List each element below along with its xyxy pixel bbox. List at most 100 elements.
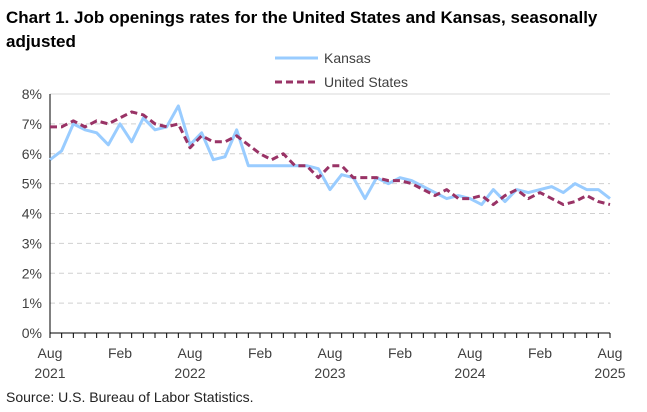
data-point xyxy=(609,203,612,206)
x-tick-label-month: Aug xyxy=(178,345,203,361)
x-tick-label-month: Feb xyxy=(108,345,132,361)
data-point xyxy=(247,143,250,146)
data-point xyxy=(305,164,308,167)
data-point xyxy=(200,134,203,137)
data-point xyxy=(235,128,238,131)
data-point xyxy=(399,179,402,182)
data-point xyxy=(492,203,495,206)
y-tick-label: 1% xyxy=(22,295,42,311)
data-point xyxy=(492,188,495,191)
data-point xyxy=(130,140,133,143)
x-tick-label-month: Feb xyxy=(528,345,552,361)
data-point xyxy=(329,164,332,167)
data-point xyxy=(119,122,122,125)
data-point xyxy=(317,176,320,179)
data-point xyxy=(597,200,600,203)
data-point xyxy=(527,197,530,200)
data-point xyxy=(282,164,285,167)
data-point xyxy=(527,191,530,194)
data-point xyxy=(142,113,145,116)
x-tick-label-year: 2024 xyxy=(454,365,485,381)
y-tick-label: 0% xyxy=(22,325,42,341)
data-point xyxy=(550,185,553,188)
chart-title: Chart 1. Job openings rates for the Unit… xyxy=(6,8,598,51)
data-point xyxy=(119,116,122,119)
x-tick-label-month: Feb xyxy=(388,345,412,361)
data-point xyxy=(95,131,98,134)
data-point xyxy=(259,164,262,167)
y-tick-label: 8% xyxy=(22,86,42,102)
data-point xyxy=(515,188,518,191)
data-point xyxy=(189,146,192,149)
data-point xyxy=(154,122,157,125)
data-point xyxy=(422,188,425,191)
legend-label: Kansas xyxy=(324,50,371,66)
data-point xyxy=(410,179,413,182)
data-point xyxy=(585,194,588,197)
data-point xyxy=(574,182,577,185)
legend-label: United States xyxy=(324,74,408,90)
data-point xyxy=(562,191,565,194)
data-point xyxy=(574,200,577,203)
data-point xyxy=(480,194,483,197)
data-point xyxy=(329,188,332,191)
data-point xyxy=(317,167,320,170)
x-tick-label-month: Aug xyxy=(318,345,343,361)
data-point xyxy=(387,179,390,182)
y-tick-label: 2% xyxy=(22,265,42,281)
data-point xyxy=(270,164,273,167)
data-point xyxy=(224,155,227,158)
data-point xyxy=(434,194,437,197)
data-point xyxy=(270,158,273,161)
data-point xyxy=(340,173,343,176)
data-point xyxy=(177,122,180,125)
data-point xyxy=(340,164,343,167)
data-point xyxy=(154,128,157,131)
data-point xyxy=(130,110,133,113)
data-point xyxy=(84,125,87,128)
x-tick-label-year: 2021 xyxy=(34,365,65,381)
x-tick-label-month: Aug xyxy=(458,345,483,361)
data-point xyxy=(480,203,483,206)
data-point xyxy=(539,188,542,191)
x-tick-label-month: Aug xyxy=(598,345,623,361)
data-point xyxy=(60,125,63,128)
data-point xyxy=(259,152,262,155)
data-point xyxy=(49,158,52,161)
data-point xyxy=(95,119,98,122)
data-point xyxy=(504,200,507,203)
data-point xyxy=(550,197,553,200)
data-point xyxy=(165,125,168,128)
data-point xyxy=(399,176,402,179)
data-point xyxy=(247,164,250,167)
data-point xyxy=(107,122,110,125)
y-tick-label: 5% xyxy=(22,176,42,192)
data-point xyxy=(72,119,75,122)
data-point xyxy=(294,164,297,167)
x-tick-label-year: 2025 xyxy=(594,365,625,381)
data-point xyxy=(445,188,448,191)
data-point xyxy=(200,131,203,134)
data-point xyxy=(364,176,367,179)
x-tick-label-month: Feb xyxy=(248,345,272,361)
data-point xyxy=(60,149,63,152)
data-point xyxy=(445,197,448,200)
data-point xyxy=(597,188,600,191)
data-point xyxy=(562,203,565,206)
data-point xyxy=(457,197,460,200)
x-tick-label-year: 2022 xyxy=(174,365,205,381)
data-point xyxy=(177,104,180,107)
data-point xyxy=(49,125,52,128)
data-point xyxy=(364,197,367,200)
data-point xyxy=(410,182,413,185)
y-tick-label: 7% xyxy=(22,116,42,132)
source-note: Source: U.S. Bureau of Labor Statistics. xyxy=(6,389,254,405)
data-point xyxy=(422,185,425,188)
data-point xyxy=(469,197,472,200)
data-point xyxy=(212,140,215,143)
data-point xyxy=(84,128,87,131)
y-tick-label: 6% xyxy=(22,146,42,162)
data-point xyxy=(609,197,612,200)
